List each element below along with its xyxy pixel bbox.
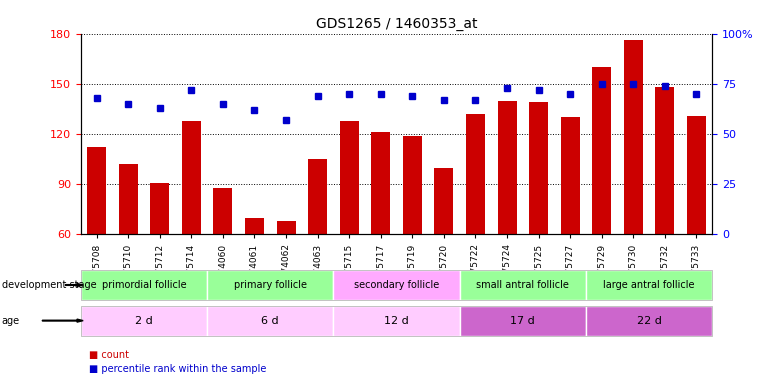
Bar (213, 188, 233, 334)
Bar (434, 168, 454, 334)
Bar (655, 87, 675, 334)
Text: 6 d: 6 d (262, 316, 279, 326)
Text: 2 d: 2 d (135, 316, 153, 326)
Text: secondary follicle: secondary follicle (354, 280, 439, 290)
Bar (497, 100, 517, 334)
Text: development stage: development stage (2, 280, 96, 290)
Bar (87, 147, 106, 334)
Bar (371, 132, 390, 334)
Title: GDS1265 / 1460353_at: GDS1265 / 1460353_at (316, 17, 477, 32)
Bar (624, 40, 643, 334)
Text: small antral follicle: small antral follicle (477, 280, 569, 290)
Text: 17 d: 17 d (511, 316, 535, 326)
Bar (245, 217, 264, 334)
Text: age: age (2, 316, 20, 326)
Text: 12 d: 12 d (384, 316, 409, 326)
Bar (182, 121, 201, 334)
Text: primary follicle: primary follicle (234, 280, 306, 290)
Text: ■ count: ■ count (89, 350, 129, 360)
Bar (561, 117, 580, 334)
Text: ■ percentile rank within the sample: ■ percentile rank within the sample (89, 364, 266, 374)
Bar (403, 136, 422, 334)
Bar (276, 221, 296, 334)
Bar (687, 116, 706, 334)
Bar (308, 159, 327, 334)
Bar (150, 183, 169, 334)
Bar (529, 102, 548, 334)
Bar (466, 114, 485, 334)
Bar (340, 121, 359, 334)
Text: primordial follicle: primordial follicle (102, 280, 186, 290)
Bar (119, 164, 138, 334)
Text: 22 d: 22 d (637, 316, 661, 326)
Text: large antral follicle: large antral follicle (604, 280, 695, 290)
Bar (592, 67, 611, 335)
